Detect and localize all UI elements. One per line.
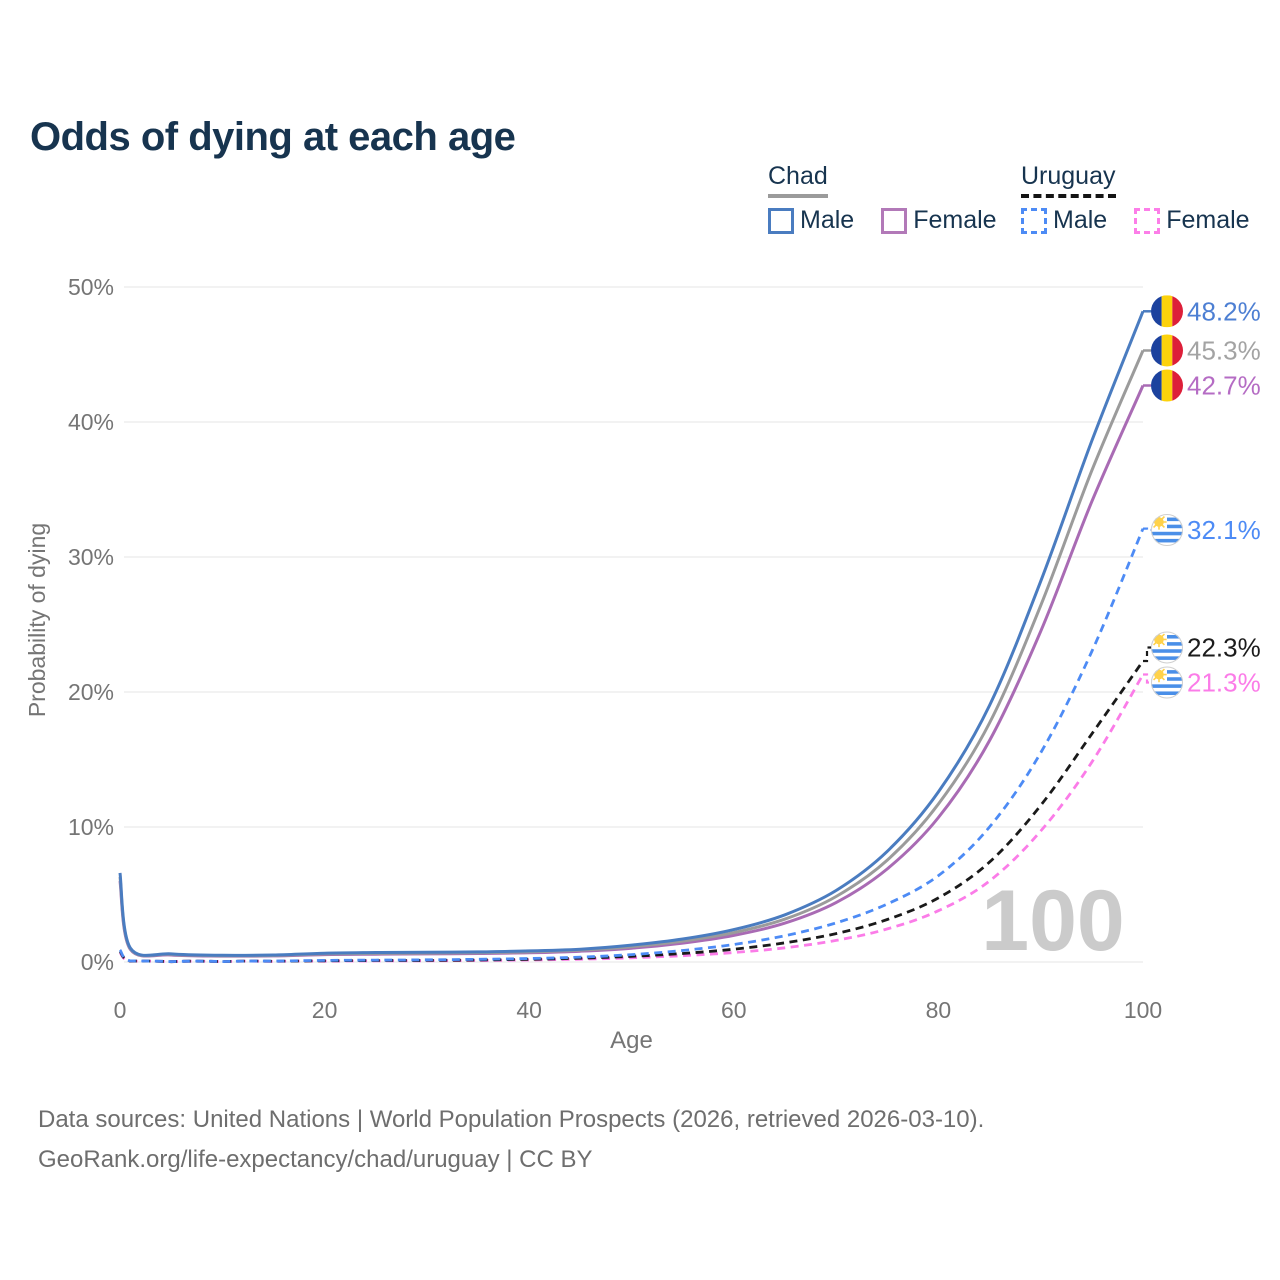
series-line-chad-female[interactable]: [118, 384, 1145, 958]
end-label-chad-both: 45.3%: [1143, 334, 1261, 367]
x-tick-label: 60: [721, 997, 747, 1023]
uruguay-female-swatch-icon: [1134, 207, 1161, 234]
end-label-value: 48.2%: [1187, 296, 1261, 326]
end-label-uruguay-female: 21.3%: [1143, 666, 1261, 699]
data-sources-text: Data sources: United Nations | World Pop…: [38, 1106, 985, 1133]
hover-age-watermark: 100: [981, 873, 1125, 969]
end-label-value: 21.3%: [1187, 668, 1261, 698]
end-label-value: 42.7%: [1187, 371, 1261, 401]
end-label-value: 45.3%: [1187, 335, 1261, 365]
y-tick-label: 30%: [68, 544, 114, 570]
chad-flag-icon: [1151, 295, 1183, 328]
chad-female-swatch-icon: [881, 207, 908, 234]
x-tick-label: 80: [926, 997, 952, 1023]
end-label-connector: [1143, 673, 1151, 684]
legend-label-chad-female: Female: [913, 206, 997, 234]
legend-country-uruguay[interactable]: Uruguay: [1021, 162, 1116, 198]
legend-group-uruguay: Uruguay Male Female: [1021, 162, 1270, 235]
legend-item-chad-male[interactable]: Male: [768, 206, 854, 235]
end-label-uruguay-male: 32.1%: [1143, 514, 1261, 546]
legend-item-uruguay-female[interactable]: Female: [1134, 206, 1250, 235]
end-label-connector: [1143, 646, 1151, 663]
page-title: Odds of dying at each age: [30, 114, 516, 159]
attribution-link[interactable]: GeoRank.org/life-expectancy/chad/uruguay…: [38, 1146, 593, 1173]
uruguay-male-swatch-icon: [1021, 207, 1047, 234]
y-tick-label: 10%: [68, 814, 114, 840]
series-line-chad-male[interactable]: [118, 310, 1145, 957]
y-axis-label: Probability of dying: [24, 523, 50, 717]
end-label-value: 22.3%: [1187, 632, 1261, 662]
chad-male-swatch-icon: [768, 207, 794, 234]
legend-item-chad-female[interactable]: Female: [881, 206, 997, 235]
x-axis-label: Age: [610, 1027, 653, 1054]
legend-label-chad-male: Male: [800, 206, 855, 234]
series-line-uruguay-male[interactable]: [118, 528, 1145, 963]
y-tick-label: 0%: [81, 949, 114, 975]
legend-group-chad: Chad Male Female: [768, 162, 1017, 235]
legend-country-chad[interactable]: Chad: [768, 162, 828, 198]
series-line-chad-both[interactable]: [118, 349, 1145, 958]
legend-label-uruguay-male: Male: [1053, 206, 1108, 234]
end-label-uruguay-both: 22.3%: [1143, 631, 1261, 664]
chad-flag-icon: [1151, 369, 1183, 402]
chad-flag-icon: [1151, 334, 1183, 367]
legend-label-uruguay-female: Female: [1166, 206, 1250, 234]
y-tick-label: 20%: [68, 679, 114, 705]
y-tick-label: 50%: [68, 274, 114, 300]
y-tick-label: 40%: [68, 409, 114, 435]
end-label-chad-female: 42.7%: [1143, 369, 1261, 402]
end-label-connector: [1143, 527, 1151, 532]
end-label-chad-male: 48.2%: [1143, 295, 1261, 328]
end-label-value: 32.1%: [1187, 515, 1261, 545]
x-tick-label: 0: [114, 997, 127, 1023]
x-tick-label: 40: [516, 997, 542, 1023]
x-tick-label: 100: [1124, 997, 1162, 1023]
x-tick-label: 20: [312, 997, 338, 1023]
legend-item-uruguay-male[interactable]: Male: [1021, 206, 1107, 235]
